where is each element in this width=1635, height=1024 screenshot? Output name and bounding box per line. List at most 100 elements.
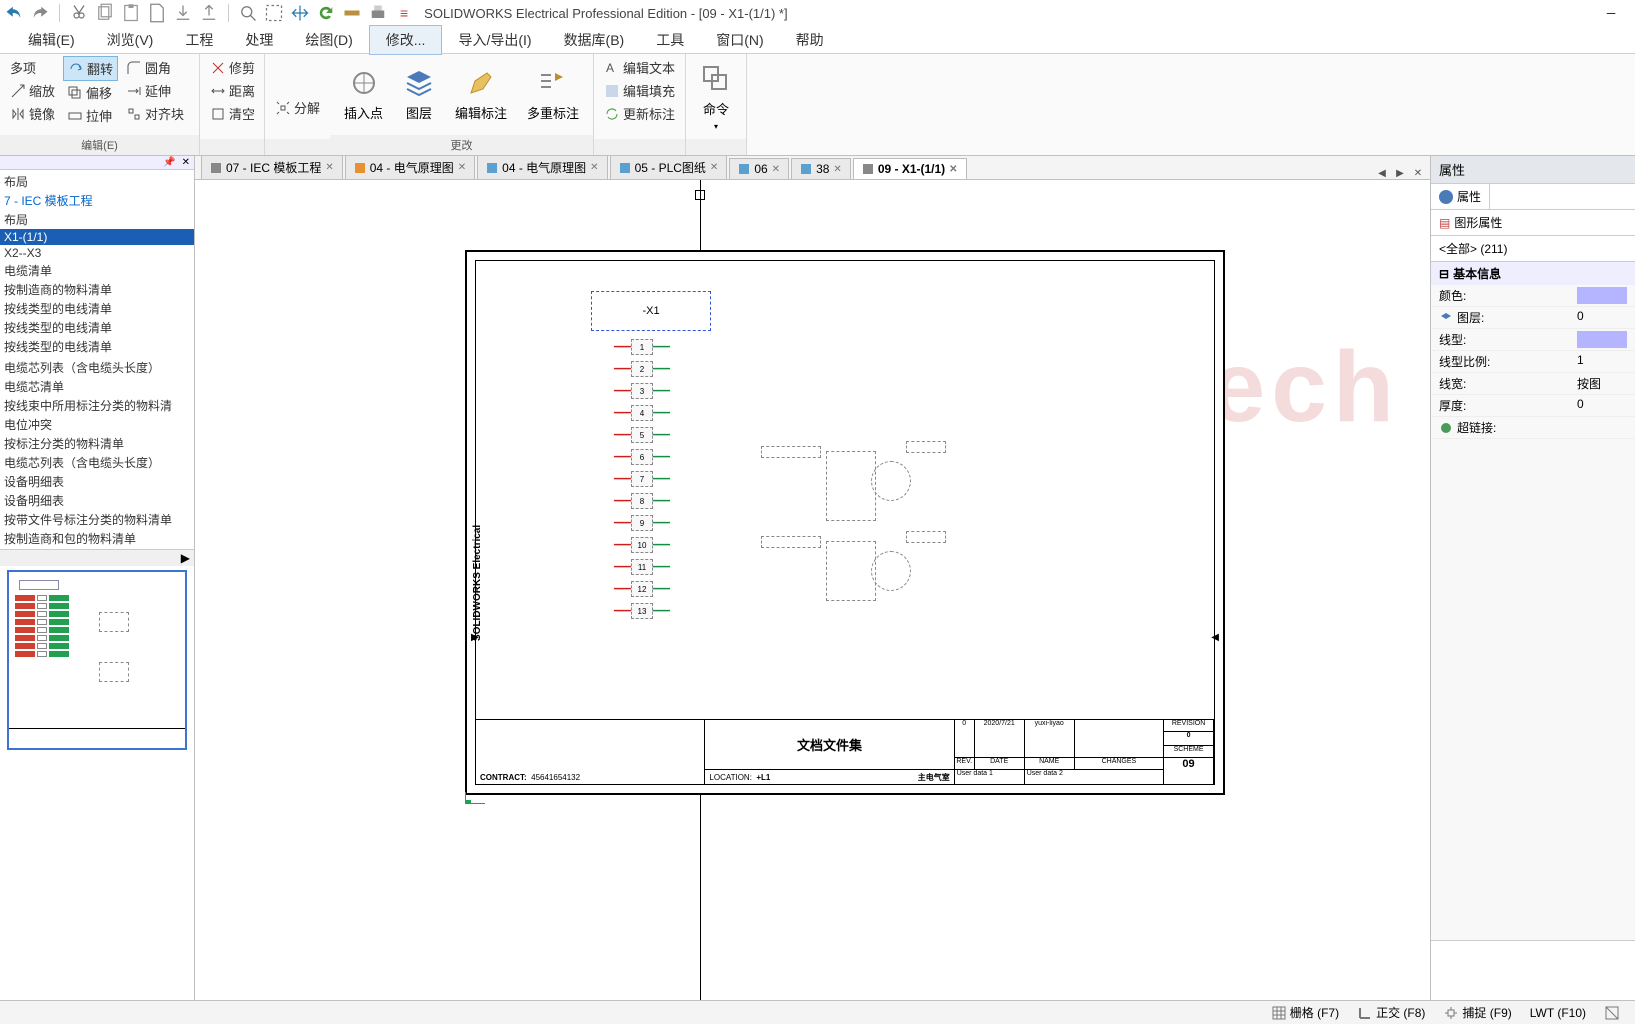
tree-item[interactable]: 按线类型的电线清单 [0, 337, 194, 356]
document-tab[interactable]: 38✕ [791, 158, 851, 179]
terminal-row[interactable]: ━━━━5━━━━ [576, 427, 708, 443]
prop-lineweight-value[interactable]: 按图 [1577, 375, 1627, 392]
tab-scroll-left-icon[interactable]: ◀ [1374, 168, 1390, 179]
stretch-button[interactable]: 拉伸 [63, 104, 118, 127]
tree-item[interactable]: 设备明细表 [0, 491, 194, 510]
tree-item[interactable]: 电缆芯清单 [0, 377, 194, 396]
menu-draw[interactable]: 绘图(D) [289, 26, 368, 54]
print-icon[interactable] [368, 3, 388, 23]
terminal-row[interactable]: ━━━━9━━━━ [576, 515, 708, 531]
edit-fill-button[interactable]: 编辑填充 [600, 79, 679, 102]
terminal-row[interactable]: ━━━━1━━━━ [576, 339, 708, 355]
command-button[interactable]: 命令▾ [692, 56, 740, 137]
fillet-button[interactable]: 圆角 [122, 56, 188, 79]
close-panel-icon[interactable]: ✕ [182, 157, 190, 168]
tree-item[interactable]: 布局 [0, 210, 194, 229]
document-tab[interactable]: 06✕ [729, 158, 789, 179]
menu-edit[interactable]: 编辑(E) [12, 26, 91, 54]
terminal-row[interactable]: ━━━━10━━━━ [576, 537, 708, 553]
tree-item[interactable]: 按带文件号标注分类的物料清单 [0, 510, 194, 529]
tree-item[interactable]: 按线类型的电线清单 [0, 318, 194, 337]
copy-icon[interactable] [95, 3, 115, 23]
refresh-icon[interactable] [316, 3, 336, 23]
offset-button[interactable]: 偏移 [63, 81, 118, 104]
clear-button[interactable]: 清空 [206, 102, 259, 125]
terminal-row[interactable]: ━━━━12━━━━ [576, 581, 708, 597]
tree-item[interactable]: 按制造商的物料清单 [0, 280, 194, 299]
prop-hyperlink-value[interactable] [1577, 419, 1627, 436]
terminal-row[interactable]: ━━━━2━━━━ [576, 361, 708, 377]
zoom-icon[interactable] [238, 3, 258, 23]
mirror-button[interactable]: 镜像 [6, 102, 59, 125]
document-tab[interactable]: 04 - 电气原理图✕ [345, 156, 475, 179]
tab-close-icon[interactable]: ✕ [710, 162, 718, 173]
scroll-right-icon[interactable]: ▶ [181, 551, 190, 565]
prop-thickness-value[interactable]: 0 [1577, 397, 1627, 414]
component-x1[interactable]: -X1 [591, 291, 711, 331]
tab-close-icon[interactable]: ✕ [833, 164, 841, 175]
menu-tools[interactable]: 工具 [640, 26, 700, 54]
multi-annot-button[interactable]: 多重标注 [519, 56, 587, 133]
lwt-toggle[interactable]: LWT (F10) [1523, 1003, 1593, 1023]
menu-modify[interactable]: 修改... [369, 25, 443, 55]
menu-import-export[interactable]: 导入/导出(I) [442, 26, 547, 54]
status-extra-icon[interactable] [1597, 1002, 1627, 1024]
tree-item[interactable]: 电缆芯列表（含电缆头长度） [0, 358, 194, 377]
extend-button[interactable]: 延伸 [122, 79, 188, 102]
flip-button[interactable]: 翻转 [63, 56, 118, 81]
properties-filter[interactable]: <全部> (211) [1431, 236, 1635, 262]
cut-icon[interactable] [69, 3, 89, 23]
edit-text-button[interactable]: A编辑文本 [600, 56, 679, 79]
document-tab[interactable]: 09 - X1-(1/1)✕ [853, 158, 967, 179]
prop-linetype-value[interactable] [1577, 331, 1627, 348]
align-button[interactable]: 对齐块 [122, 102, 188, 125]
terminal-row[interactable]: ━━━━4━━━━ [576, 405, 708, 421]
section-basic-info[interactable]: ⊟基本信息 [1431, 262, 1635, 285]
update-annot-button[interactable]: 更新标注 [600, 102, 679, 125]
menu-database[interactable]: 数据库(B) [548, 26, 641, 54]
tree-item[interactable]: 布局 [0, 172, 194, 191]
prop-color-value[interactable] [1577, 287, 1627, 304]
thumbnail-preview[interactable] [7, 570, 187, 750]
import-icon[interactable] [173, 3, 193, 23]
tree-item[interactable]: 按线类型的电线清单 [0, 299, 194, 318]
tree-item[interactable]: 设备明细表 [0, 472, 194, 491]
tree-item[interactable]: X2--X3 [0, 245, 194, 261]
document-tab[interactable]: 07 - IEC 模板工程✕ [201, 156, 343, 179]
document-tab[interactable]: 04 - 电气原理图✕ [477, 156, 607, 179]
tree-item[interactable]: 电位冲突 [0, 415, 194, 434]
scale-button[interactable]: 缩放 [6, 79, 59, 102]
ortho-toggle[interactable]: 正交 (F8) [1350, 1001, 1432, 1024]
tab-scroll-right-icon[interactable]: ▶ [1392, 168, 1408, 179]
graphic-props-tab[interactable]: ▤图形属性 [1431, 210, 1635, 236]
undo-icon[interactable] [4, 3, 24, 23]
terminal-row[interactable]: ━━━━7━━━━ [576, 471, 708, 487]
tab-close-icon[interactable]: ✕ [772, 164, 780, 175]
tree-item[interactable]: 电缆清单 [0, 261, 194, 280]
menu-window[interactable]: 窗口(N) [700, 26, 779, 54]
redo-icon[interactable] [30, 3, 50, 23]
explode-button[interactable]: 分解 [271, 96, 324, 119]
document-tree[interactable]: 布局7 - IEC 模板工程布局X1-(1/1)X2--X3电缆清单按制造商的物… [0, 170, 194, 550]
snap-toggle[interactable]: 捕捉 (F9) [1436, 1001, 1518, 1024]
menu-help[interactable]: 帮助 [780, 26, 840, 54]
grid-toggle[interactable]: 栅格 (F7) [1264, 1001, 1346, 1024]
terminal-row[interactable]: ━━━━13━━━━ [576, 603, 708, 619]
tab-close-all-icon[interactable]: ✕ [1410, 168, 1426, 179]
tree-item[interactable]: 按制造商和包的物料清单 [0, 529, 194, 548]
tree-item[interactable]: 按标注分类的物料清单 [0, 434, 194, 453]
paste-icon[interactable] [121, 3, 141, 23]
layer-button[interactable]: 图层 [395, 56, 443, 133]
tree-item[interactable]: 7 - IEC 模板工程 [0, 191, 194, 210]
pan-icon[interactable] [290, 3, 310, 23]
properties-tab[interactable]: 属性 [1431, 184, 1490, 209]
menu-process[interactable]: 处理 [229, 26, 289, 54]
tree-item[interactable]: 按线束中所用标注分类的物料清 [0, 396, 194, 415]
trim-button[interactable]: 修剪 [206, 56, 259, 79]
terminal-row[interactable]: ━━━━6━━━━ [576, 449, 708, 465]
tree-item[interactable]: X1-(1/1) [0, 229, 194, 245]
terminal-row[interactable]: ━━━━11━━━━ [576, 559, 708, 575]
insert-point-button[interactable]: 插入点 [336, 56, 391, 133]
new-icon[interactable] [147, 3, 167, 23]
export-icon[interactable] [199, 3, 219, 23]
